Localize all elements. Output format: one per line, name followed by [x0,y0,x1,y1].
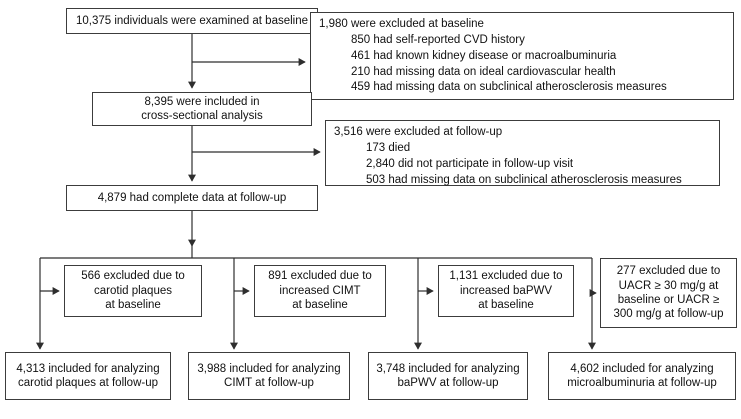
excluded-cimt-line-1: 891 excluded due to [268,270,372,283]
baseline-box-label: 10,375 individuals were examined at base… [75,14,309,27]
included-bapwv-line-1: 3,748 included for analyzing [376,362,520,375]
excluded-baseline-item-3: 210 had missing data on ideal cardiovasc… [351,65,616,78]
excluded-baseline-item-1: 850 had self-reported CVD history [351,33,525,46]
excluded-followup-box: 3,516 were excluded at follow-up 173 die… [325,120,720,186]
complete-followup-label: 4,879 had complete data at follow-up [97,191,287,204]
included-bapwv-box: 3,748 included for analyzing baPWV at fo… [368,352,528,400]
excluded-baseline-title: 1,980 were excluded at baseline [319,18,484,30]
excluded-uacr-line-2: UACR ≥ 30 mg/g at [618,279,719,292]
included-carotid-box: 4,313 included for analyzing carotid pla… [5,352,171,400]
cross-sectional-line-2: cross-sectional analysis [141,110,263,122]
included-cimt-line-2: CIMT at follow-up [224,377,314,389]
excluded-baseline-item-2: 461 had known kidney disease or macroalb… [351,49,617,62]
complete-followup-box: 4,879 had complete data at follow-up [66,185,318,211]
excluded-carotid-box: 566 excluded due to carotid plaques at b… [64,265,202,317]
excluded-cimt-box: 891 excluded due to increased CIMT at ba… [254,265,386,317]
excluded-uacr-line-4: 300 mg/g at follow-up [613,308,724,321]
excluded-followup-item-3: 503 had missing data on subclinical athe… [366,173,682,186]
excluded-followup-item-1: 173 died [366,141,411,154]
excluded-bapwv-line-3: at baseline [478,299,534,312]
cross-sectional-line-1: 8,395 were included in [144,95,260,108]
excluded-carotid-line-2: carotid plaques [94,284,172,297]
excluded-bapwv-line-2: increased baPWV [459,284,553,297]
excluded-baseline-box: 1,980 were excluded at baseline 850 had … [310,12,734,100]
excluded-carotid-line-1: 566 excluded due to [81,270,185,283]
included-cimt-line-1: 3,988 included for analyzing [197,362,341,375]
included-bapwv-line-2: baPWV at follow-up [397,377,499,389]
included-microalbuminuria-box: 4,602 included for analyzing microalbumi… [548,352,736,400]
excluded-uacr-line-1: 277 excluded due to [616,265,721,278]
included-carotid-line-2: carotid plaques at follow-up [18,377,158,389]
baseline-box: 10,375 individuals were examined at base… [66,8,318,34]
included-cimt-box: 3,988 included for analyzing CIMT at fol… [188,352,350,400]
included-microalbuminuria-line-1: 4,602 included for analyzing [570,362,714,375]
excluded-uacr-line-3: baseline or UACR ≥ [617,294,720,306]
excluded-baseline-item-4: 459 had missing data on subclinical athe… [351,81,667,94]
excluded-followup-item-2: 2,840 did not participate in follow-up v… [366,157,574,170]
excluded-followup-title: 3,516 were excluded at follow-up [334,126,503,138]
cross-sectional-box: 8,395 were included in cross-sectional a… [92,92,312,126]
included-microalbuminuria-line-2: microalbuminuria at follow-up [567,377,717,389]
included-carotid-line-1: 4,313 included for analyzing [16,362,160,375]
excluded-carotid-line-3: at baseline [105,299,161,312]
excluded-uacr-box: 277 excluded due to UACR ≥ 30 mg/g at ba… [600,258,737,328]
excluded-cimt-line-2: increased CIMT [279,284,361,297]
excluded-bapwv-box: 1,131 excluded due to increased baPWV at… [438,265,574,317]
excluded-cimt-line-3: at baseline [292,299,348,312]
excluded-bapwv-line-1: 1,131 excluded due to [449,270,563,283]
